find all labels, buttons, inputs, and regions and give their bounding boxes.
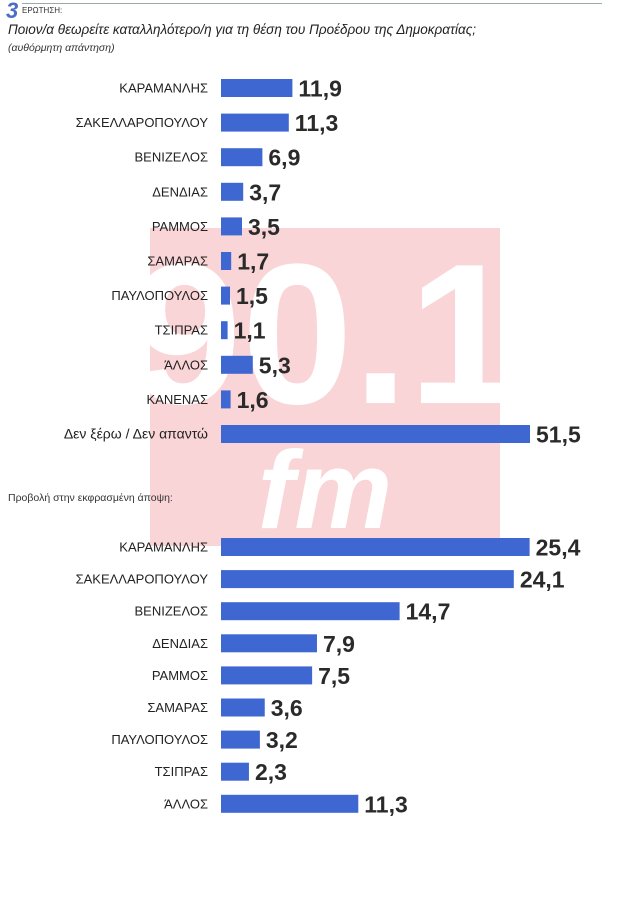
value-label: 7,5	[318, 663, 350, 689]
category-label: ΆΛΛΟΣ	[164, 796, 208, 811]
value-label: 51,5	[536, 422, 581, 448]
bar	[221, 794, 359, 813]
value-label: 1,1	[234, 318, 266, 344]
question-subtitle: (αυθόρμητη απάντηση)	[8, 42, 115, 54]
question-label: ΕΡΩΤΗΣΗ:	[22, 6, 63, 15]
category-label: ΣΑΜΑΡΑΣ	[147, 254, 208, 269]
category-label: ΆΛΛΟΣ	[164, 357, 208, 372]
bar	[221, 730, 260, 749]
bar	[221, 148, 263, 167]
chart-2: ΚΑΡΑΜΑΝΛΗΣ 25,4 ΣΑΚΕΛΛΑΡΟΠΟΥΛΟΥ 24,1 ΒΕΝΙΖΕΛ…	[76, 535, 581, 818]
value-label: 14,7	[406, 599, 451, 625]
question-number: 3	[6, 0, 19, 23]
bar	[221, 321, 228, 340]
value-label: 3,2	[266, 727, 298, 753]
value-label: 25,4	[536, 535, 581, 561]
bar	[221, 570, 514, 589]
value-label: 7,9	[323, 631, 355, 657]
category-label: ΡΑΜΜΟΣ	[152, 219, 208, 234]
value-label: 1,6	[237, 387, 269, 413]
bar	[221, 286, 230, 305]
bar	[221, 425, 530, 443]
category-label: ΒΕΝΙΖΕΛΟΣ	[134, 150, 208, 165]
bar	[221, 79, 293, 97]
bar	[221, 602, 400, 621]
value-label: 11,3	[364, 791, 408, 817]
category-label: ΔΕΝΔΙΑΣ	[152, 184, 208, 199]
bar	[221, 634, 317, 653]
bar	[221, 113, 289, 132]
value-label: 2,3	[255, 759, 287, 785]
bar	[221, 355, 253, 374]
value-label: 5,3	[259, 352, 291, 378]
category-label: ΤΣΙΠΡΑΣ	[155, 764, 208, 779]
watermark-text-top: 90.1	[150, 228, 500, 446]
watermark-background	[150, 228, 500, 546]
category-label: ΤΣΙΠΡΑΣ	[155, 323, 208, 338]
category-label: ΠΑΥΛΟΠΟΥΛΟΣ	[111, 288, 208, 303]
bar	[221, 252, 232, 270]
chart2-title: Προβολή στην εκφρασμένη άποψη:	[8, 492, 173, 504]
value-label: 3,5	[248, 214, 280, 240]
category-label: ΠΑΥΛΟΠΟΥΛΟΣ	[111, 732, 208, 747]
bar	[221, 698, 265, 717]
value-label: 11,9	[298, 76, 342, 102]
category-label: ΣΑΚΕΛΛΑΡΟΠΟΥΛΟΥ	[76, 115, 209, 130]
header-rule	[22, 3, 602, 4]
value-label: 1,5	[236, 283, 268, 309]
question-text: Ποιον/α θεωρείτε καταλληλότερο/η για τη …	[8, 22, 477, 37]
chart-1: ΚΑΡΑΜΑΝΛΗΣ 11,9 ΣΑΚΕΛΛΑΡΟΠΟΥΛΟΥ 11,3 ΒΕΝΙΖΕΛ…	[64, 76, 581, 448]
bar	[221, 182, 244, 201]
question-header: 3 ΕΡΩΤΗΣΗ: Ποιον/α θεωρείτε καταλληλότερ…	[0, 0, 639, 75]
value-label: 1,7	[237, 249, 269, 275]
value-label: 6,9	[268, 145, 300, 171]
category-label: ΣΑΜΑΡΑΣ	[147, 700, 208, 715]
category-label: ΣΑΚΕΛΛΑΡΟΠΟΥΛΟΥ	[76, 572, 209, 587]
category-label: ΡΑΜΜΟΣ	[152, 668, 208, 683]
watermark-text-bottom: fm	[258, 429, 392, 546]
category-label: ΚΑΝΕΝΑΣ	[147, 392, 209, 407]
value-label: 3,6	[271, 695, 303, 721]
bar	[221, 538, 530, 556]
watermark-logo: 90.1 fm	[150, 228, 500, 546]
value-label: 3,7	[249, 179, 281, 205]
category-label: ΚΑΡΑΜΑΝΛΗΣ	[119, 540, 208, 555]
category-label: ΚΑΡΑΜΑΝΛΗΣ	[119, 81, 208, 96]
bar	[221, 666, 313, 685]
value-label: 24,1	[520, 567, 565, 593]
bar	[221, 762, 249, 781]
category-label: Δεν ξέρω / Δεν απαντώ	[64, 426, 208, 442]
category-label: ΒΕΝΙΖΕΛΟΣ	[134, 604, 208, 619]
value-label: 11,3	[295, 110, 339, 136]
bar	[221, 390, 231, 409]
category-label: ΔΕΝΔΙΑΣ	[152, 636, 208, 651]
bar	[221, 217, 242, 236]
